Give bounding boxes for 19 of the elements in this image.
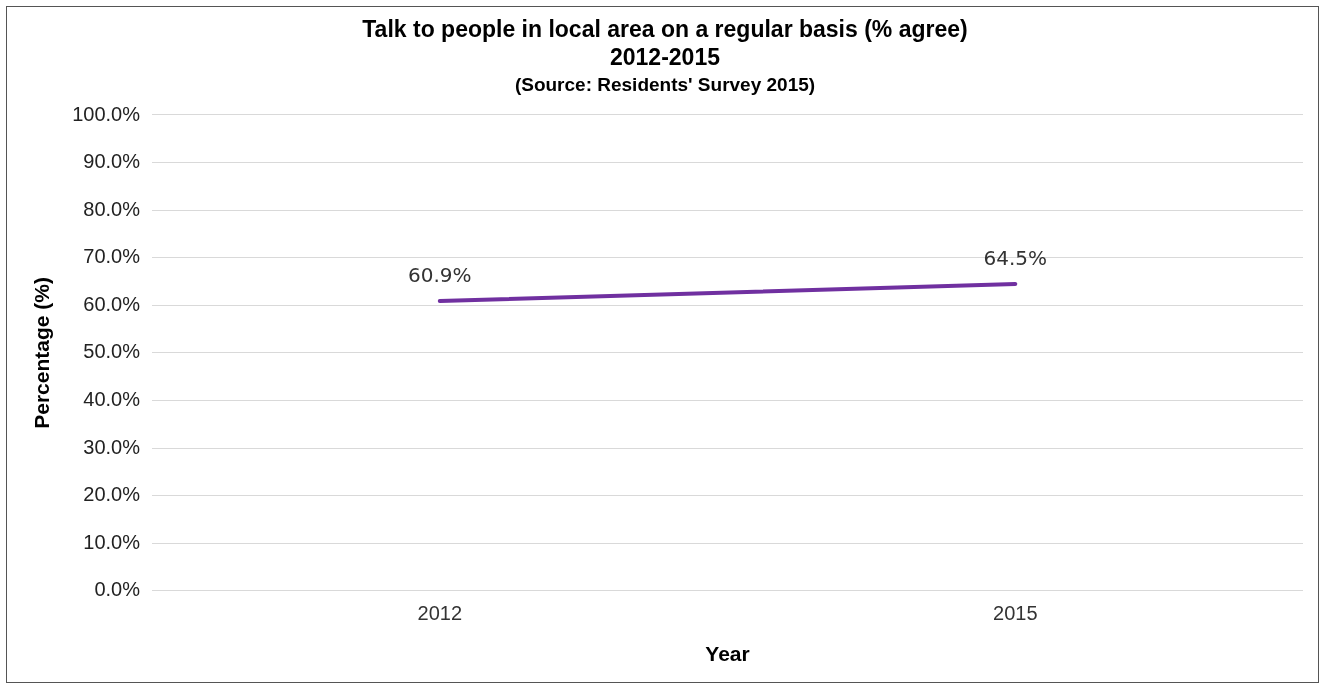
x-tick-label: 2015 <box>993 602 1038 625</box>
y-tick-label: 10.0% <box>83 530 141 553</box>
y-tick-label: 40.0% <box>83 388 141 410</box>
chart-subtitle: (Source: Residents' Survey 2015) <box>514 73 816 95</box>
y-tick-label: 70.0% <box>83 245 141 268</box>
y-tick-label: 60.0% <box>83 292 141 315</box>
data-label: 60.9% <box>408 263 472 288</box>
y-tick-label: 50.0% <box>83 340 141 363</box>
y-axis-title: Percentage (%) <box>30 277 54 429</box>
chart-title: Talk to people in local area on a regular basis (% agree) 2012-2015 <box>362 16 968 70</box>
y-tick-label: 0.0% <box>94 578 141 601</box>
y-tick-label: 90.0% <box>83 150 141 173</box>
x-tick-label: 2012 <box>417 602 463 625</box>
y-tick-label: 20.0% <box>83 483 141 506</box>
y-tick-label: 100.0% <box>72 102 141 125</box>
y-tick-label: 80.0% <box>83 197 141 220</box>
data-label: 64.5% <box>983 246 1048 271</box>
x-axis-title: Year <box>705 642 750 666</box>
y-tick-label: 30.0% <box>83 435 141 458</box>
